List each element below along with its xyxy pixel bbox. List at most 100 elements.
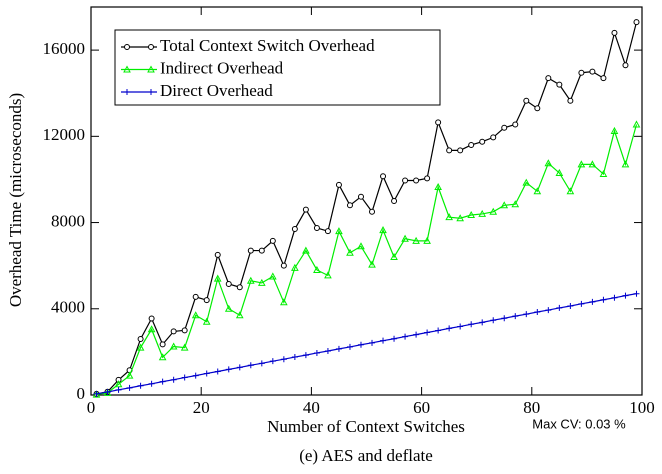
point [258,360,265,367]
point [170,328,177,335]
point [621,160,630,168]
point [380,337,387,344]
point [610,126,619,134]
point [235,311,244,319]
point [125,371,134,379]
point [191,311,200,319]
point [435,327,442,334]
point [280,298,288,306]
point [192,372,199,379]
point [291,354,298,361]
point [302,352,309,359]
y-tick-label: 4000 [51,298,85,317]
point [357,193,364,200]
point [368,260,376,268]
point [424,175,431,182]
point [600,296,607,303]
point [633,290,640,297]
point [203,297,210,304]
point [589,298,596,305]
legend-marker [148,44,154,50]
point [556,81,563,88]
point [93,390,100,397]
point [147,325,156,333]
point [501,315,508,322]
point [390,252,398,261]
point [633,19,640,26]
point [567,97,574,104]
point [611,294,618,301]
point [500,201,509,209]
point [313,265,321,273]
point [423,236,431,244]
point [203,370,210,377]
point [533,187,542,195]
point [467,210,476,219]
point [357,341,364,348]
point [545,75,552,82]
point [401,234,409,242]
point [247,362,254,369]
point [346,248,354,256]
point [457,323,464,330]
point [335,227,343,235]
point [490,317,497,324]
point [224,304,233,312]
point [468,141,475,148]
series-line [96,293,637,395]
point [556,304,563,311]
point [446,325,453,332]
point [213,274,222,282]
point [225,280,232,287]
point [622,292,629,299]
point [435,119,442,126]
point [148,315,155,322]
point [379,226,387,234]
point [589,68,596,75]
point [479,319,486,326]
point [324,348,331,355]
annotation: Max CV: 0.03 % [532,416,626,431]
point [578,69,585,76]
point [346,343,353,350]
point [489,207,498,215]
point [313,224,320,231]
point [578,300,585,307]
point [269,237,276,244]
point [512,121,519,128]
point [148,380,155,387]
y-tick-label: 8000 [51,211,85,230]
point [566,187,575,195]
point [346,202,353,209]
point [137,382,144,389]
legend: Total Context Switch Overhead Indirect Ov… [114,29,441,106]
point [115,376,122,383]
series-line [96,124,638,396]
point [501,124,508,131]
point [402,177,409,184]
point [291,263,299,271]
y-tick-label: 12000 [43,125,86,144]
point [555,168,564,176]
point [632,120,641,128]
point [324,271,332,279]
x-tick-label: 20 [193,398,210,417]
point [479,138,486,145]
point [181,374,188,381]
point [380,173,387,180]
point [159,378,166,385]
legend-label: Direct Overhead [160,81,273,100]
point [280,262,287,269]
point [159,341,166,348]
point [104,388,111,395]
legend-box [114,29,441,106]
point [511,200,520,208]
point [534,309,541,316]
point [137,335,144,342]
point [534,105,541,112]
point [313,349,320,356]
point [236,284,243,291]
point [280,356,287,363]
x-tick-label: 0 [87,398,96,417]
point [369,208,376,215]
